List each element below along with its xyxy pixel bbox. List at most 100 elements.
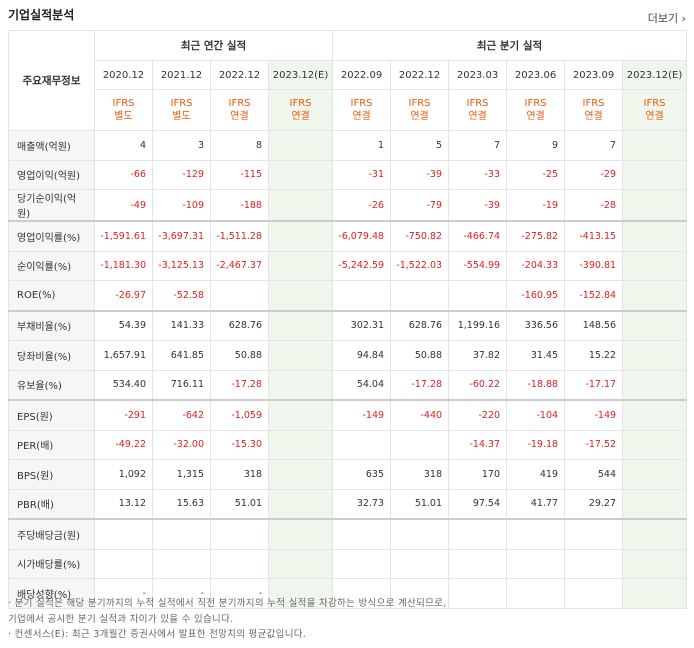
more-link[interactable]: 더보기 › [647,12,686,25]
table-cell [267,189,334,222]
table-cell: -19.18 [506,429,566,460]
table-row: 매출액(억원) 4 3 8 1 5 7 9 7 [8,130,688,161]
table-cell [506,578,566,609]
table-row: 유보율(%) 534.40 716.11 -17.28 54.04 -17.28 -60.2… [8,369,688,401]
footnote: · 컨센서스(E): 최근 3개월간 증권사에서 발표한 전망치의 평균값입니다… [8,629,307,640]
table-row: 당좌비율(%) 1,657.91 641.85 50.88 94.84 50.88 37.8… [8,340,688,371]
standard-header: IFRS 연결 [332,89,392,131]
standard-type: IFRS [170,98,193,109]
table-cell: 37.82 [448,340,508,371]
table-cell: - [94,578,153,609]
standard-scope: 별도 [172,111,191,122]
table-cell [622,220,688,252]
table-cell [390,429,450,460]
table-cell: -3,697.31 [152,220,211,252]
table-cell: 170 [448,459,508,490]
table-cell: 41.77 [506,488,566,520]
table-cell [622,340,688,371]
row-label: 유보율(%) [8,369,95,401]
table-cell [622,309,688,341]
table-cell: 641.85 [152,340,211,371]
table-row: ROE(%) -26.97 -52.58 -160.95 -152.84 [8,280,688,311]
table-cell [506,548,566,579]
table-cell [390,518,450,550]
table-cell: 8 [210,130,269,161]
standard-header: IFRS 연결 [622,89,688,131]
table-cell: -29 [564,159,624,190]
footnote: 기업에서 공시한 분기 실적과 차이가 있을 수 있습니다. [8,613,234,625]
table-cell [210,518,269,550]
table-cell: 544 [564,459,624,490]
period-header: 2022.12 [210,60,269,90]
standard-scope: 연결 [230,111,249,122]
standard-type: IFRS [582,98,605,109]
table-cell [448,548,508,579]
table-cell: -39 [390,159,450,190]
standard-type: IFRS [524,98,547,109]
table-cell: 29.27 [564,488,624,520]
table-cell: -17.28 [210,369,269,401]
table-cell: 3 [152,130,211,161]
table-body: 매출액(억원) 4 3 8 1 5 7 9 7 영업이익(억원) -66 -129 -115 -31 -39… [8,130,688,609]
table-cell: -15.30 [210,429,269,460]
period-header: 2022.12 [390,60,450,90]
table-row: 주당배당금(원) [8,518,688,550]
table-cell [267,369,334,401]
table-cell: -390.81 [564,250,624,281]
standard-type: IFRS [408,98,431,109]
table-cell: -19 [506,189,566,222]
table-cell: -52.58 [152,280,211,311]
table-cell: 31.45 [506,340,566,371]
table-cell: -17.52 [564,429,624,460]
table-cell [448,518,508,550]
table-cell: 13.12 [94,488,153,520]
period-header: 2022.09 [332,60,392,90]
table-cell: 141.33 [152,309,211,341]
row-label: PER(배) [8,429,95,460]
table-cell [267,220,334,252]
table-cell: -17.17 [564,369,624,401]
table-cell: 318 [390,459,450,490]
table-cell: -49 [94,189,153,222]
table-cell: 336.56 [506,309,566,341]
table-cell: -160.95 [506,280,566,311]
table-cell: -26.97 [94,280,153,311]
table-cell: -220 [448,399,508,431]
table-cell [622,250,688,281]
table-cell: 7 [448,130,508,161]
table-cell: -17.28 [390,369,450,401]
table-cell: 9 [506,130,566,161]
standard-type: IFRS [289,98,312,109]
period-header: 2023.12(E) [622,60,688,90]
table-cell: 54.39 [94,309,153,341]
row-label: 배당성향(%) [8,578,95,609]
row-label: EPS(원) [8,399,95,431]
period-header: 2020.12 [94,60,153,90]
row-label: 당좌비율(%) [8,340,95,371]
table-cell: -642 [152,399,211,431]
table-cell [94,548,153,579]
table-cell [622,130,688,161]
table-cell: -1,522.03 [390,250,450,281]
period-header: 2023.03 [448,60,508,90]
row-label: 매출액(억원) [8,130,95,161]
standard-scope: 연결 [291,111,310,122]
table-cell: 54.04 [332,369,392,401]
standard-type: IFRS [643,98,666,109]
table-cell: -149 [564,399,624,431]
table-cell: -49.22 [94,429,153,460]
table-cell: -1,059 [210,399,269,431]
row-label: 영업이익(억원) [8,159,95,190]
standard-row: IFRS 별도 IFRS 별도 IFRS 연결 IFRS 연결 IFRS 연결 IFRS 연결 IFRS… [9,89,688,131]
row-label: 주당배당금(원) [8,518,95,550]
table-cell: 1 [332,130,392,161]
table-cell: -5,242.59 [332,250,392,281]
table-cell [390,578,450,609]
table-cell [94,518,153,550]
table-cell [267,459,334,490]
table-cell: 635 [332,459,392,490]
table-row: 부채비율(%) 54.39 141.33 628.76 302.31 628.76 1,19… [8,309,688,341]
standard-type: IFRS [228,98,251,109]
period-header: 2023.09 [564,60,624,90]
table-cell: 628.76 [210,309,269,341]
